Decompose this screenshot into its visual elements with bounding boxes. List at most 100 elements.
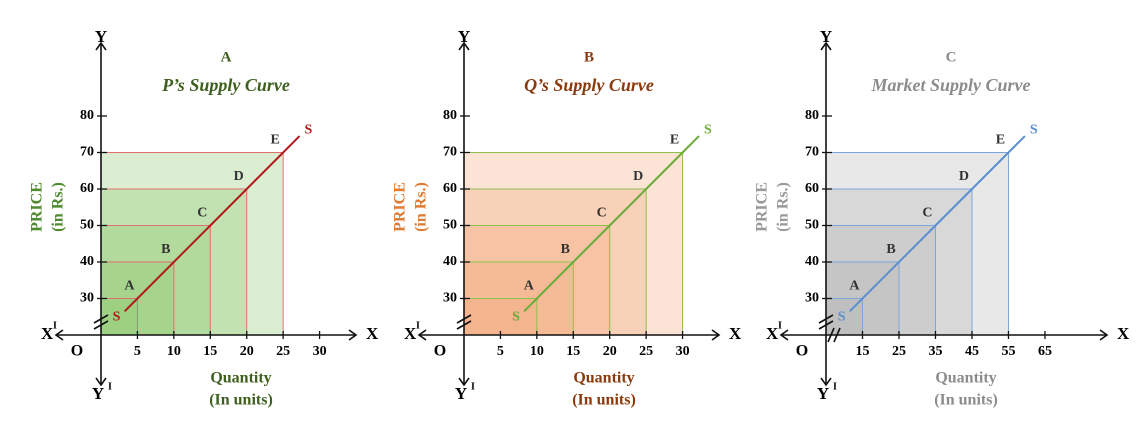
x-tick-label: 20 (240, 344, 254, 359)
axis-letter: X (1117, 324, 1130, 343)
axis-arrow (54, 329, 64, 341)
y-tick-label: 30 (80, 291, 94, 306)
axis-arrow (458, 41, 470, 51)
axis-arrow (95, 377, 107, 387)
axis-arrow (820, 41, 832, 51)
axis-break (456, 314, 472, 324)
axis-prime: I (778, 320, 782, 331)
panel-subtitle: P’s Supply Curve (161, 75, 290, 95)
y-tick-label: 80 (805, 108, 819, 123)
panel: XX IYY IO 5 10 15 20 25 30304050607080SSABCDEBQ’… (392, 27, 742, 409)
x-tick-label: 20 (603, 344, 617, 359)
axis-letter: Y (458, 27, 470, 46)
curve-label: S (113, 309, 121, 324)
panel: XX IYY IO 5 10 15 20 25 30304050607080SSABCDEAP’… (29, 27, 379, 409)
y-tick-label: 40 (80, 254, 94, 269)
x-tick-label: 15 (855, 344, 869, 359)
y-tick-label: 40 (805, 254, 819, 269)
x-tick-label: 55 (1001, 344, 1015, 359)
panel-title: B (584, 49, 594, 65)
axis-letter: Y (820, 27, 832, 46)
y-tick-label: 50 (80, 218, 94, 233)
point-label: C (922, 206, 932, 221)
x-tick-label: 15 (566, 344, 580, 359)
point-label: B (886, 242, 895, 257)
axis-letter: X (729, 324, 742, 343)
axis-prime: I (833, 381, 837, 392)
point-label: C (197, 206, 207, 221)
axis-break (818, 314, 834, 324)
y-tick-label: 30 (443, 291, 457, 306)
x-tick-label: 35 (928, 344, 942, 359)
x-axis-title: Quantity (210, 370, 271, 387)
point-label: E (270, 133, 279, 148)
curve-label: S (305, 122, 313, 137)
point-label: A (524, 279, 535, 294)
y-tick-label: 70 (80, 145, 94, 160)
axis-break (93, 320, 109, 330)
point-label: E (670, 133, 679, 148)
curve-label: S (512, 309, 520, 324)
axis-arrow (348, 329, 358, 341)
axis-letter: X (366, 324, 379, 343)
axis-arrow (417, 329, 427, 341)
point-label: E (996, 133, 1005, 148)
axis-break (833, 327, 841, 343)
x-tick-label: 30 (676, 344, 690, 359)
axis-arrow (711, 329, 721, 341)
y-tick-label: 60 (80, 181, 94, 196)
x-tick-label: 25 (639, 344, 653, 359)
axis-arrow (95, 41, 107, 51)
y-axis-title: (in Rs.) (50, 182, 67, 232)
x-tick-label: 15 (203, 344, 217, 359)
y-axis-title: PRICE (392, 182, 409, 232)
supply-line (849, 135, 1026, 312)
axis-prime: I (416, 320, 420, 331)
point-label: B (561, 242, 570, 257)
axis-letter: Y (817, 384, 829, 403)
x-tick-label: 25 (276, 344, 290, 359)
origin-label: O (796, 343, 808, 360)
axis-prime: I (471, 381, 475, 392)
y-axis-title: (in Rs.) (413, 182, 430, 232)
x-axis-title: Quantity (573, 370, 634, 387)
curve-label: S (1030, 122, 1038, 137)
y-tick-label: 70 (805, 145, 819, 160)
x-axis-title: (In units) (209, 392, 273, 409)
panel-title: A (221, 49, 232, 65)
area-rect (463, 298, 538, 336)
axis-break (827, 327, 835, 343)
axis-break (456, 320, 472, 330)
x-tick-label: 5 (497, 344, 504, 359)
origin-label: O (71, 343, 83, 360)
point-label: A (124, 279, 135, 294)
x-tick-label: 5 (134, 344, 141, 359)
y-tick-label: 60 (443, 181, 457, 196)
axis-letter: Y (92, 384, 104, 403)
axis-letter: X (404, 324, 417, 343)
panel-title: C (946, 49, 957, 65)
curve-label: S (704, 122, 712, 137)
y-tick-label: 50 (443, 218, 457, 233)
y-tick-label: 40 (443, 254, 457, 269)
axis-letter: Y (455, 384, 467, 403)
axis-prime: I (53, 320, 57, 331)
x-tick-label: 10 (530, 344, 544, 359)
x-tick-label: 30 (313, 344, 327, 359)
axis-arrow (458, 377, 470, 387)
y-tick-label: 70 (443, 145, 457, 160)
axis-arrow (820, 377, 832, 387)
axis-arrow (779, 329, 789, 341)
x-axis-title: (In units) (572, 392, 636, 409)
y-tick-label: 30 (805, 291, 819, 306)
x-tick-label: 10 (167, 344, 181, 359)
y-axis-title: PRICE (754, 182, 771, 232)
y-tick-label: 80 (80, 108, 94, 123)
point-label: D (959, 169, 969, 184)
point-label: B (161, 242, 170, 257)
supply-line (523, 135, 700, 312)
supply-line (123, 135, 301, 312)
x-tick-label: 45 (965, 344, 979, 359)
